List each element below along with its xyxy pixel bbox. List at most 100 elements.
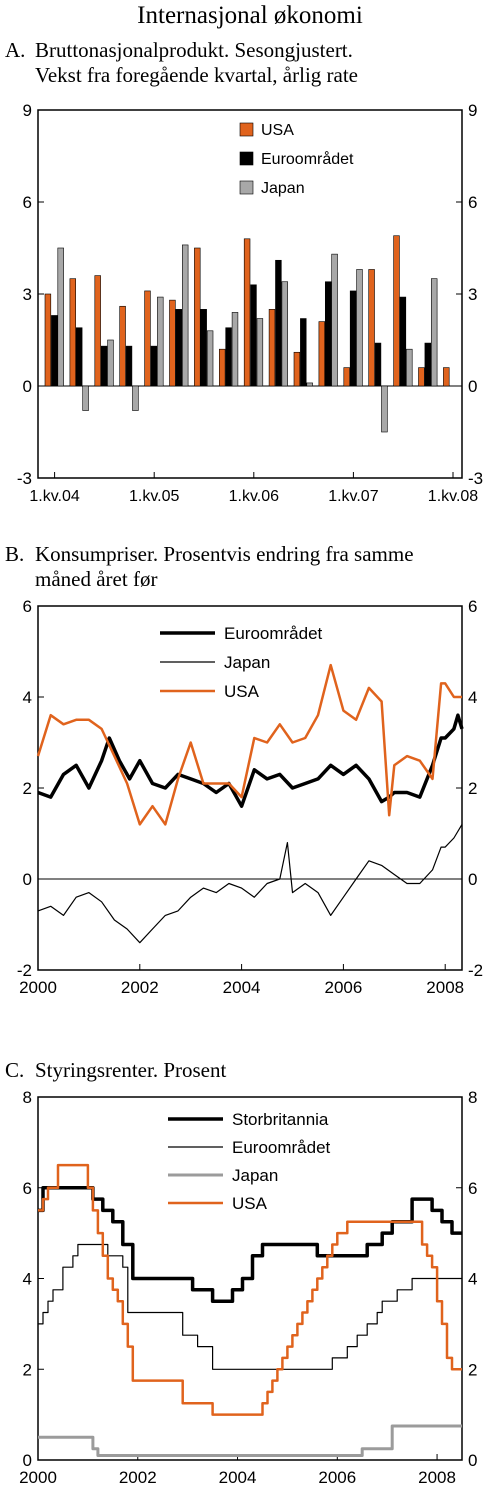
legend-label: USA [261, 122, 294, 139]
legend-label: Japan [232, 1166, 278, 1185]
bar-japan-3.kv.05 [206, 330, 214, 387]
bar-euroområdet-1.kv.07 [349, 290, 357, 387]
bar-euroområdet-4.kv.05 [225, 327, 232, 387]
y-tick-label-left: 6 [23, 597, 32, 616]
series-line-storbritannia [38, 1186, 462, 1303]
bar-usa-4.kv.06 [318, 321, 325, 387]
y-tick-label-right: 8 [468, 1088, 477, 1107]
bar-japan-4.kv.04 [132, 385, 139, 411]
x-tick-label: 2002 [121, 978, 159, 997]
legend-label: Storbritannia [232, 1110, 329, 1129]
panel-b-title: B. Konsumpriser. Prosentvis endring fra s… [5, 542, 414, 592]
panel-c-title-line1: Styringsrenter. Prosent [35, 1058, 227, 1082]
legend-label: USA [224, 682, 260, 701]
x-tick-label: 2000 [19, 978, 57, 997]
x-tick-label: 2004 [219, 1468, 257, 1487]
bar-usa-3.kv.06 [293, 351, 301, 387]
y-tick-label-left: 4 [23, 688, 32, 707]
x-tick-label: 2008 [418, 1468, 456, 1487]
legend-label: Euroområdet [232, 1138, 331, 1157]
bar-usa-3.kv.05 [194, 247, 201, 387]
bar-euroområdet-3.kv.07 [399, 296, 407, 387]
bar-euroområdet-1.kv.06 [250, 284, 257, 387]
y-tick-label-right: 0 [468, 870, 477, 889]
x-tick-label: 2004 [223, 978, 261, 997]
y-tick-label-left: 3 [23, 285, 32, 304]
bar-japan-1.kv.07 [356, 269, 363, 387]
bar-usa-3.kv.07 [393, 235, 400, 387]
y-tick-label-right: 2 [468, 1360, 477, 1379]
legend-label: Euroområdet [224, 624, 323, 643]
legend-swatch-euroområdet [239, 151, 254, 166]
y-tick-label-right: -2 [468, 961, 483, 980]
x-tick-label: 2006 [324, 978, 362, 997]
y-tick-label-right: 6 [468, 1179, 477, 1198]
bar-usa-3.kv.04 [94, 275, 101, 387]
y-tick-label-left: 6 [23, 1179, 32, 1198]
bar-usa-2.kv.04 [69, 278, 77, 387]
bar-euroområdet-2.kv.06 [275, 259, 282, 387]
bar-euroområdet-3.kv.04 [100, 345, 108, 387]
y-tick-label-right: 6 [468, 193, 477, 212]
y-tick-label-right: -3 [468, 469, 483, 488]
x-tick-label: 2006 [318, 1468, 356, 1487]
y-tick-label-left: 2 [23, 1360, 32, 1379]
y-tick-label-left: 0 [23, 377, 32, 396]
x-tick-label: 2000 [19, 1468, 57, 1487]
bar-japan-4.kv.07 [430, 278, 438, 387]
bar-japan-3.kv.07 [406, 348, 413, 387]
bar-euroområdet-2.kv.07 [374, 342, 382, 387]
y-tick-label-left: -3 [17, 469, 32, 488]
bar-euroområdet-3.kv.05 [200, 309, 207, 387]
y-tick-label-right: 4 [468, 1270, 477, 1289]
panel-a-title-line2: Vekst fra foregående kvartal, årlig rate [35, 63, 358, 87]
bar-usa-4.kv.05 [219, 348, 226, 387]
panel-a-title: A. Bruttonasjonalprodukt. Sesongjustert. … [5, 38, 358, 88]
series-line-usa [38, 1163, 462, 1416]
bar-usa-2.kv.05 [169, 299, 176, 387]
legend-label: Japan [224, 653, 270, 672]
bar-usa-1.kv.06 [243, 238, 251, 387]
x-tick-label: 1.kv.07 [328, 488, 379, 505]
bar-usa-1.kv.05 [144, 290, 151, 387]
y-tick-label-left: 9 [23, 101, 32, 120]
bar-usa-4.kv.04 [119, 305, 126, 387]
bar-japan-3.kv.06 [306, 382, 313, 387]
panel-b-title-line2: måned året før [35, 567, 158, 591]
panel-a-title-line1: Bruttonasjonalprodukt. Sesongjustert. [35, 38, 353, 62]
bar-euroområdet-3.kv.06 [300, 318, 307, 387]
bar-usa-1.kv.08 [443, 367, 450, 387]
series-line-euroområdet [37, 713, 464, 808]
x-tick-label: 1.kv.08 [428, 488, 479, 505]
panel-b-title-line1: Konsumpriser. Prosentvis endring fra sam… [35, 542, 414, 566]
x-tick-label: 1.kv.06 [229, 488, 280, 505]
y-tick-label-left: 6 [23, 193, 32, 212]
bar-euroområdet-1.kv.04 [51, 315, 58, 387]
bar-euroområdet-4.kv.04 [125, 345, 133, 387]
bar-usa-2.kv.06 [268, 309, 276, 387]
bar-japan-2.kv.07 [381, 385, 388, 433]
legend-label: Euroområdet [261, 150, 354, 168]
series-line-usa [36, 663, 462, 826]
bar-usa-1.kv.07 [343, 367, 350, 387]
y-tick-label-left: 4 [23, 1270, 32, 1289]
x-tick-label: 1.kv.05 [129, 488, 180, 505]
bar-usa-2.kv.07 [368, 269, 375, 387]
bar-euroområdet-1.kv.05 [150, 345, 158, 387]
y-tick-label-left: 0 [23, 870, 32, 889]
x-tick-label: 1.kv.04 [29, 488, 80, 505]
page-heading: Internasjonal økonomi [137, 2, 363, 29]
bar-japan-3.kv.04 [107, 339, 114, 387]
y-tick-label-right: 3 [468, 285, 477, 304]
bar-japan-1.kv.05 [157, 296, 164, 387]
legend-label: USA [232, 1194, 268, 1213]
x-tick-label: 2002 [119, 1468, 157, 1487]
series-line-euroområdet [38, 1243, 462, 1370]
y-tick-label-right: 0 [468, 377, 477, 396]
bar-japan-1.kv.06 [256, 318, 264, 387]
y-tick-label-right: 0 [468, 1451, 477, 1470]
y-tick-label-left: -2 [17, 961, 32, 980]
series-line-japan [38, 1424, 462, 1457]
bar-euroområdet-2.kv.04 [76, 327, 83, 387]
